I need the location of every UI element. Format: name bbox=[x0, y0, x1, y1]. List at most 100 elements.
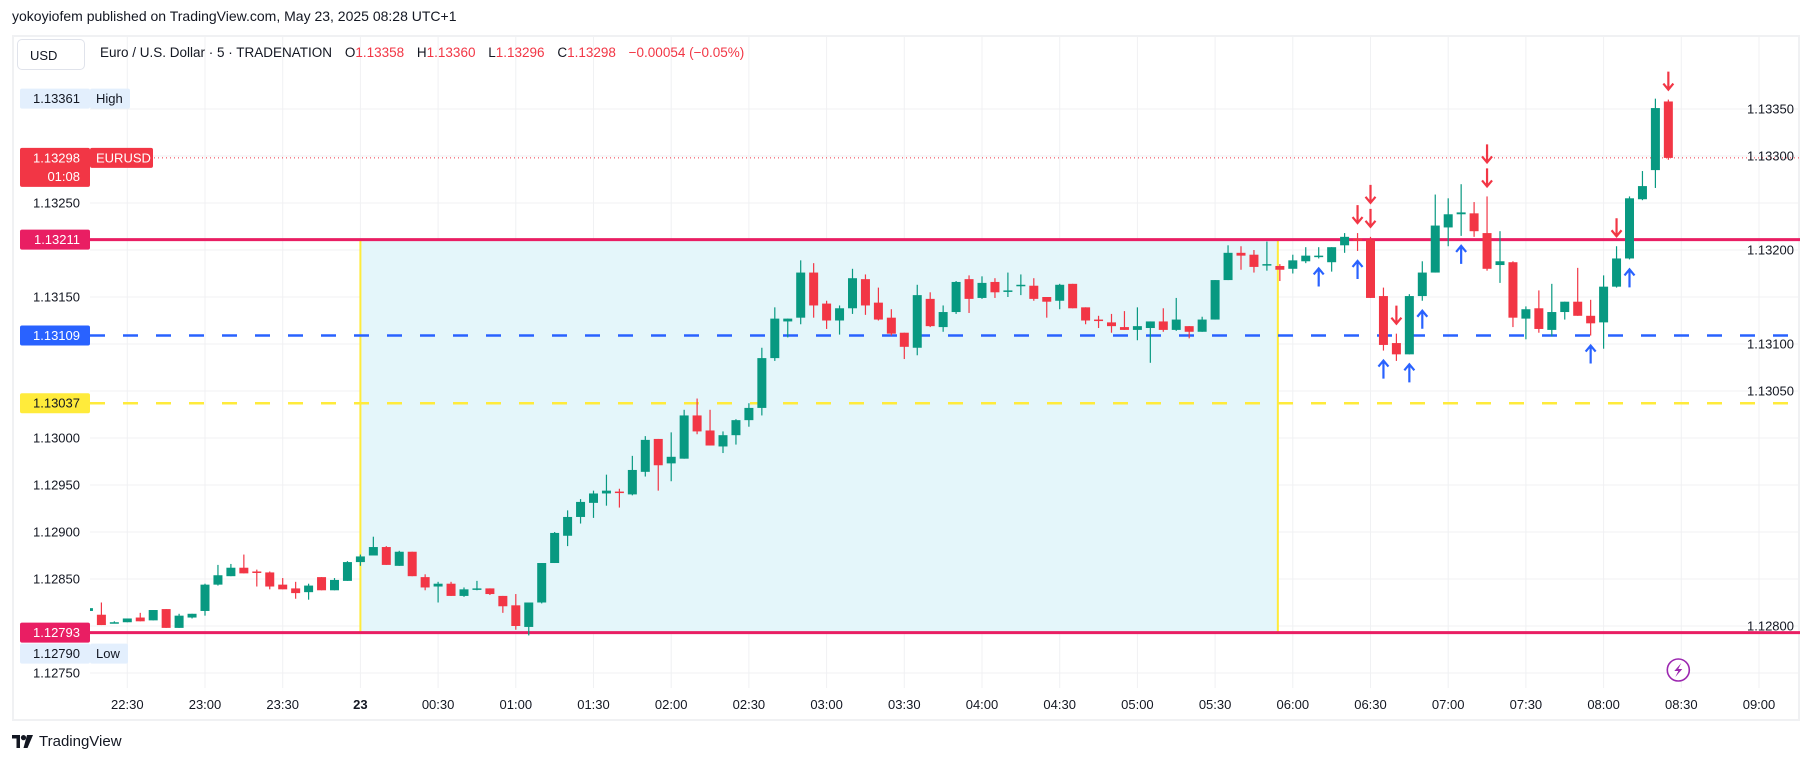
price-tick-label: 1.12800 bbox=[1747, 619, 1794, 634]
candle-body bbox=[1663, 101, 1673, 158]
time-tick-label: 00:30 bbox=[422, 697, 455, 712]
candle-body bbox=[1508, 262, 1518, 318]
sell-arrow-down-icon bbox=[1364, 208, 1377, 229]
candle-body bbox=[1275, 265, 1285, 270]
candle-body bbox=[1637, 186, 1647, 200]
time-tick-label: 02:00 bbox=[655, 697, 688, 712]
candle-body bbox=[1107, 322, 1116, 327]
candle-body bbox=[1184, 326, 1194, 332]
candle-body bbox=[796, 272, 806, 318]
candle-body bbox=[459, 589, 469, 596]
sell-arrow-down-icon bbox=[1364, 184, 1377, 205]
candle-body bbox=[537, 563, 547, 603]
line-price-label: 1.13211 bbox=[34, 232, 80, 247]
candle-body bbox=[563, 516, 573, 536]
candle-body bbox=[835, 308, 845, 321]
candle-body bbox=[446, 583, 456, 596]
sell-arrow-down-icon bbox=[1351, 205, 1364, 225]
candle-body bbox=[524, 602, 534, 627]
candle-body bbox=[433, 583, 443, 587]
candle-body bbox=[1495, 261, 1505, 266]
candle-body bbox=[1534, 308, 1544, 329]
candle-body bbox=[666, 456, 676, 464]
sell-arrow-down-icon bbox=[1390, 305, 1403, 326]
currency-button[interactable]: USD bbox=[17, 39, 85, 70]
footer-brand[interactable]: TradingView bbox=[12, 733, 122, 750]
sell-arrow-down-icon bbox=[1481, 168, 1493, 189]
line-price-label: 1.13037 bbox=[33, 396, 80, 411]
buy-arrow-up-icon bbox=[1416, 309, 1429, 329]
candle-body bbox=[1249, 254, 1259, 267]
candle-body bbox=[822, 303, 832, 321]
high-tag-background bbox=[90, 88, 130, 109]
buy-arrow-up-icon bbox=[1351, 259, 1364, 279]
candle-body bbox=[1456, 212, 1466, 215]
price-labels: 1.13211 1.13109 1.13037 1.12793 1.13361 High 1… bbox=[20, 88, 153, 664]
price-tick-label: 1.12950 bbox=[33, 478, 80, 493]
candle-body bbox=[653, 438, 663, 466]
time-tick-label: 03:00 bbox=[810, 697, 843, 712]
price-tick-label: 1.12900 bbox=[33, 525, 80, 540]
candle-body bbox=[1055, 284, 1065, 301]
price-tick-label: 1.13200 bbox=[1747, 243, 1794, 258]
line-price-label-background bbox=[20, 229, 90, 250]
candle-body bbox=[148, 610, 158, 621]
price-tick-label: 1.12750 bbox=[33, 666, 80, 681]
time-tick-label: 08:30 bbox=[1665, 697, 1698, 712]
current-price-label: 1.13298 bbox=[33, 150, 80, 165]
highlight-zone bbox=[359, 239, 1279, 633]
candle-body bbox=[1042, 297, 1052, 302]
signal-arrows bbox=[1312, 71, 1675, 383]
time-tick-label: 22:30 bbox=[111, 697, 144, 712]
time-tick-label: 05:30 bbox=[1199, 697, 1232, 712]
tradingview-logo-icon bbox=[12, 734, 33, 748]
horizontal-lines bbox=[90, 157, 1800, 635]
candle-body bbox=[187, 613, 197, 618]
candle-body bbox=[783, 318, 793, 322]
open-label: O bbox=[344, 45, 356, 60]
price-axis[interactable]: 1.12750 1.12800 1.12850 1.12900 1.12950 1.130… bbox=[33, 102, 1794, 681]
candle-body bbox=[342, 562, 352, 581]
candle-body bbox=[1236, 252, 1246, 256]
candle-body bbox=[1301, 255, 1311, 262]
candle-body bbox=[1016, 284, 1026, 287]
plot-area[interactable] bbox=[84, 71, 1800, 636]
candle-body bbox=[1625, 198, 1634, 259]
low-label: L bbox=[488, 45, 496, 60]
candle-body bbox=[96, 614, 106, 626]
candle-body bbox=[394, 551, 404, 566]
time-tick-label: 07:30 bbox=[1510, 697, 1543, 712]
event-marker[interactable] bbox=[1666, 658, 1691, 682]
candle-body bbox=[614, 491, 624, 494]
low-tag-background bbox=[90, 643, 128, 664]
candle-body bbox=[1650, 108, 1660, 171]
time-tick-label: 06:00 bbox=[1277, 697, 1310, 712]
candle-body bbox=[705, 430, 715, 446]
candle-body bbox=[174, 615, 184, 628]
buy-arrow-up-icon bbox=[1623, 267, 1636, 288]
current-price-label-background bbox=[20, 147, 90, 187]
time-axis[interactable]: 22:30 23:00 23:30 23 00:30 01:00 01:30 02:00 02:… bbox=[111, 697, 1775, 712]
buy-arrow-up-icon bbox=[1584, 343, 1597, 364]
line-price-label-background bbox=[20, 325, 90, 346]
low-price-label-background bbox=[20, 643, 90, 664]
time-tick-label: 04:30 bbox=[1043, 697, 1076, 712]
candle-body bbox=[1430, 225, 1440, 273]
candle-body bbox=[1573, 301, 1583, 316]
candle-body bbox=[1081, 307, 1091, 321]
candles bbox=[90, 98, 1673, 636]
candle-body bbox=[1003, 290, 1013, 292]
candle-body bbox=[1068, 283, 1078, 309]
candle-body bbox=[1340, 236, 1350, 246]
candle-body bbox=[109, 622, 119, 624]
candle-body bbox=[226, 567, 236, 577]
candle-body bbox=[135, 617, 145, 622]
candle-body bbox=[627, 469, 637, 495]
price-tick-label: 1.13300 bbox=[1747, 149, 1794, 164]
lightning-icon[interactable] bbox=[1674, 663, 1683, 677]
time-tick-label: 23:30 bbox=[266, 697, 299, 712]
high-price-label-background bbox=[20, 88, 90, 109]
time-tick-label: 05:00 bbox=[1121, 697, 1154, 712]
buy-arrow-up-icon bbox=[1455, 244, 1467, 264]
